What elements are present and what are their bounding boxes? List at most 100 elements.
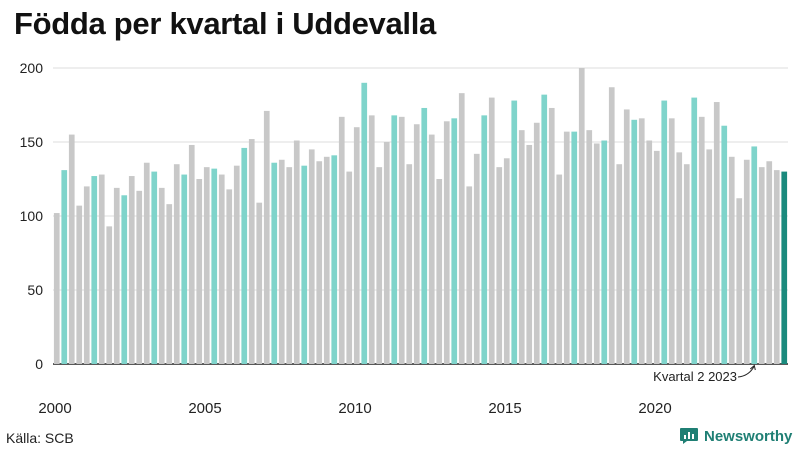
- y-tick-label: 100: [20, 208, 44, 224]
- bar: [466, 186, 473, 364]
- bar: [616, 164, 623, 364]
- bar: [766, 161, 773, 364]
- bar: [736, 198, 743, 364]
- bar: [226, 189, 233, 364]
- bar: [158, 187, 165, 364]
- bar: [293, 140, 300, 364]
- bar: [76, 205, 83, 364]
- y-tick-label: 0: [35, 356, 43, 372]
- bar: [758, 167, 765, 364]
- bar: [331, 155, 338, 364]
- bar: [646, 140, 653, 364]
- bar: [743, 159, 750, 364]
- bar: [128, 176, 135, 364]
- bar: [83, 186, 90, 364]
- newsworthy-logo: Newsworthy: [679, 427, 792, 445]
- bar: [578, 68, 585, 364]
- bar: [563, 131, 570, 364]
- bar: [368, 115, 375, 364]
- bar: [556, 174, 563, 364]
- bar: [676, 152, 683, 364]
- bar: [668, 118, 675, 364]
- bar: [106, 226, 113, 364]
- annotation-arrow: [737, 365, 755, 378]
- bar: [421, 107, 428, 365]
- bar: [773, 170, 780, 364]
- bar: [586, 130, 593, 364]
- x-tick-label: 2010: [338, 400, 371, 417]
- bar: [143, 162, 150, 364]
- bar: [271, 162, 278, 364]
- bar: [338, 116, 345, 364]
- bar: [638, 118, 645, 364]
- bar: [413, 124, 420, 365]
- bar: [458, 93, 465, 364]
- bar: [623, 109, 630, 364]
- bar: [631, 119, 638, 364]
- bar-latest: [781, 171, 788, 364]
- bar: [248, 139, 255, 364]
- bar: [166, 204, 173, 364]
- bar: [136, 190, 143, 364]
- y-tick-label: 150: [20, 134, 44, 150]
- bar: [353, 127, 360, 364]
- bar: [376, 167, 383, 364]
- x-tick-label: 2000: [38, 400, 71, 417]
- bar: [488, 97, 495, 364]
- annotation-label: Kvartal 2 2023: [653, 369, 737, 384]
- bar: [218, 174, 225, 364]
- bar: [481, 115, 488, 364]
- bar: [173, 164, 180, 364]
- bar: [728, 156, 735, 364]
- chart-title: Födda per kvartal i Uddevalla: [14, 6, 437, 41]
- y-tick-label: 200: [20, 60, 44, 76]
- bar: [263, 110, 270, 364]
- bar: [721, 125, 728, 364]
- bar: [511, 100, 518, 364]
- bar: [518, 130, 525, 364]
- bar: [68, 134, 75, 364]
- bar: [473, 153, 480, 364]
- bar: [346, 171, 353, 364]
- bar: [533, 122, 540, 364]
- bar: [121, 195, 128, 364]
- bar: [256, 202, 263, 364]
- bar: [181, 174, 188, 364]
- bar: [406, 164, 413, 364]
- bar: [316, 161, 323, 364]
- x-tick-label: 2015: [488, 400, 521, 417]
- bar: [698, 116, 705, 364]
- bar: [308, 149, 315, 364]
- bar: [503, 158, 510, 364]
- bar: [653, 150, 660, 364]
- bar: [751, 146, 758, 364]
- chart-logo-icon: [680, 428, 698, 444]
- bar: [436, 179, 443, 364]
- x-tick-label: 2005: [188, 400, 221, 417]
- bar: [286, 167, 293, 364]
- bar: [61, 170, 68, 364]
- bar: [151, 171, 158, 364]
- annotation-arrowhead: [749, 364, 756, 371]
- bar: [113, 187, 120, 364]
- bar: [361, 82, 368, 365]
- bar: [196, 179, 203, 364]
- bar: [301, 165, 308, 364]
- bar: [593, 143, 600, 364]
- bar: [571, 131, 578, 364]
- bar: [496, 167, 503, 364]
- bar: [683, 164, 690, 364]
- source-note: Källa: SCB: [6, 430, 74, 446]
- bar: [608, 87, 615, 365]
- bar: [661, 100, 668, 364]
- bar: [383, 142, 390, 364]
- bar: [706, 149, 713, 364]
- bar: [233, 165, 240, 364]
- bar: [398, 116, 405, 364]
- bar: [548, 107, 555, 365]
- bar: [98, 174, 105, 364]
- bar: [691, 97, 698, 364]
- bar: [443, 121, 450, 364]
- bar: [241, 147, 248, 364]
